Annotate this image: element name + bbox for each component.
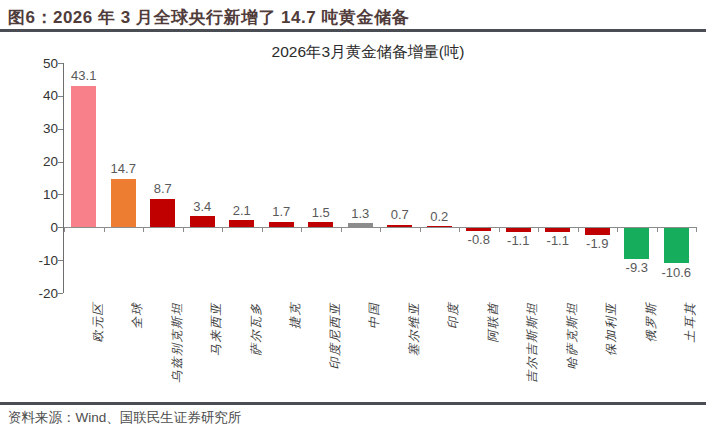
x-axis-tick [459, 227, 460, 232]
category-label: 中国 [367, 302, 381, 397]
y-axis-tick [58, 227, 63, 228]
category-label: 保加利亚 [604, 302, 618, 397]
category-label: 哈萨克斯坦 [565, 302, 579, 397]
bar-哈萨克斯坦 [545, 228, 570, 232]
category-label: 土耳其 [683, 302, 697, 397]
bar-保加利亚 [585, 228, 610, 234]
y-axis-line [63, 63, 64, 293]
bar-俄罗斯 [624, 228, 649, 259]
y-axis-tick-label: 20 [24, 154, 58, 169]
category-label: 印度尼西亚 [328, 302, 342, 397]
figure-title: 图6：2026 年 3 月全球央行新增了 14.7 吨黄金储备 [8, 6, 409, 29]
y-axis-tick-label: -20 [24, 286, 58, 301]
x-axis-tick [578, 227, 579, 232]
category-label: 捷克 [288, 302, 302, 397]
y-axis-tick [58, 129, 63, 130]
bar-value-label: 0.2 [416, 210, 462, 224]
y-axis-tick-label: 0 [24, 220, 58, 235]
chart-title: 2026年3月黄金储备增量(吨) [64, 42, 672, 63]
y-axis-tick-label: 50 [24, 56, 58, 71]
x-axis-tick [617, 227, 618, 232]
bar-吉尔吉斯斯坦 [506, 228, 531, 232]
x-axis-tick [222, 227, 223, 232]
data-source-note: 资料来源：Wind、国联民生证券研究所 [8, 409, 241, 427]
x-axis-tick [696, 227, 697, 232]
y-axis-tick [58, 162, 63, 163]
bar-印度 [427, 226, 452, 227]
x-axis-tick [380, 227, 381, 232]
bar-马来西亚 [190, 216, 215, 227]
header-divider [0, 29, 706, 32]
bar-塞尔维亚 [387, 225, 412, 227]
bar-印度尼西亚 [308, 222, 333, 227]
x-axis-tick [183, 227, 184, 232]
x-axis-tick [104, 227, 105, 232]
category-label: 阿联酋 [486, 302, 500, 397]
bar-chart: 2026年3月黄金储备增量(吨) 50 40 30 20 10 0 -10 -20 43.1 欧元… [0, 36, 724, 400]
bar-value-label: 43.1 [61, 69, 107, 83]
y-axis-tick [58, 63, 63, 64]
category-label: 塞尔维亚 [407, 302, 421, 397]
category-label: 马来西亚 [209, 302, 223, 397]
category-label: 印度 [446, 302, 460, 397]
y-axis-tick-label: 30 [24, 121, 58, 136]
x-axis-tick [64, 227, 65, 232]
bar-土耳其 [664, 228, 689, 263]
bar-欧元区 [71, 86, 96, 228]
y-axis-tick-label: 40 [24, 88, 58, 103]
x-axis-tick [420, 227, 421, 232]
category-label: 萨尔瓦多 [249, 302, 263, 397]
x-axis-tick [262, 227, 263, 232]
footer-divider [0, 402, 706, 405]
y-axis-tick [58, 293, 63, 294]
bar-中国 [348, 223, 373, 227]
x-axis-tick [657, 227, 658, 232]
y-axis-tick [58, 260, 63, 261]
y-axis-tick [58, 96, 63, 97]
bar-捷克 [269, 222, 294, 228]
category-label: 吉尔吉斯斯坦 [525, 302, 539, 397]
y-axis-tick-label: -10 [24, 253, 58, 268]
x-axis-tick [143, 227, 144, 232]
category-label: 全球 [130, 302, 144, 397]
bar-乌兹别克斯坦 [150, 199, 175, 228]
bar-萨尔瓦多 [229, 220, 254, 227]
y-axis-tick [58, 194, 63, 195]
x-axis-tick [538, 227, 539, 232]
category-label: 俄罗斯 [644, 302, 658, 397]
x-axis-tick [301, 227, 302, 232]
bar-value-label: -10.6 [653, 266, 699, 280]
bar-value-label: 14.7 [100, 162, 146, 176]
bar-阿联酋 [466, 228, 491, 231]
bar-全球 [111, 179, 136, 227]
x-axis-tick [341, 227, 342, 232]
bar-value-label: 8.7 [140, 182, 186, 196]
y-axis-tick-label: 10 [24, 187, 58, 202]
bar-value-label: -1.9 [574, 237, 620, 251]
x-axis-tick [499, 227, 500, 232]
category-label: 欧元区 [91, 302, 105, 397]
category-label: 乌兹别克斯坦 [170, 302, 184, 397]
